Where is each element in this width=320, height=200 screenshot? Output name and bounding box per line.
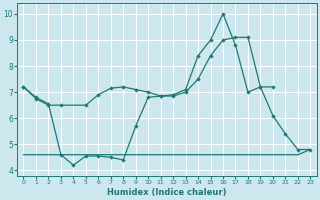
- X-axis label: Humidex (Indice chaleur): Humidex (Indice chaleur): [107, 188, 227, 197]
